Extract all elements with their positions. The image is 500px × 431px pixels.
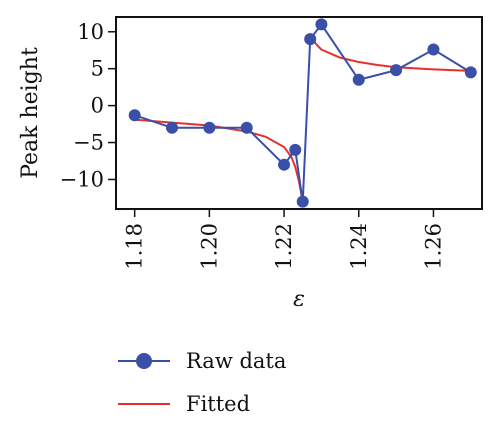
raw-data-point — [390, 64, 403, 77]
raw-data-point — [240, 121, 253, 134]
x-axis-label: ε — [293, 287, 305, 312]
y-tick-label: −5 — [73, 131, 104, 155]
y-tick-label: 5 — [91, 57, 104, 81]
fitted-line-segment — [134, 118, 304, 202]
y-tick-label: 10 — [77, 20, 104, 44]
raw-data-point — [203, 121, 216, 134]
x-tick-label: 1.24 — [347, 223, 371, 270]
x-tick-label: 1.18 — [123, 223, 147, 270]
x-tick-label: 1.20 — [197, 223, 221, 270]
x-tick-label: 1.26 — [421, 223, 445, 270]
raw-data-point — [128, 109, 141, 122]
legend-raw-marker — [136, 353, 152, 369]
fitted-line-segment — [309, 36, 471, 72]
raw-data-point — [315, 18, 328, 31]
raw-data-point — [166, 121, 179, 134]
raw-data-point — [464, 66, 477, 79]
raw-data-point — [304, 33, 317, 46]
plot-frame — [115, 16, 483, 210]
raw-data-point — [278, 158, 291, 171]
x-tick-label: 1.22 — [272, 223, 296, 270]
y-tick-label: −10 — [60, 167, 104, 191]
legend-raw-label: Raw data — [186, 349, 286, 373]
raw-data-point — [289, 143, 302, 156]
y-tick-label: 0 — [91, 94, 104, 118]
raw-data-line — [134, 22, 472, 202]
y-axis-label: Peak height — [18, 47, 43, 179]
legend-fitted-label: Fitted — [186, 392, 250, 416]
raw-data-point — [352, 73, 365, 86]
raw-data-series — [128, 18, 477, 208]
y-axis: 10 5 0 −5 −10 — [60, 20, 116, 191]
x-axis: 1.18 1.20 1.22 1.24 1.26 — [123, 209, 445, 270]
fitted-series — [134, 36, 471, 202]
legend: Raw data Fitted — [118, 349, 286, 416]
raw-data-point — [296, 195, 309, 208]
raw-data-point — [427, 43, 440, 56]
